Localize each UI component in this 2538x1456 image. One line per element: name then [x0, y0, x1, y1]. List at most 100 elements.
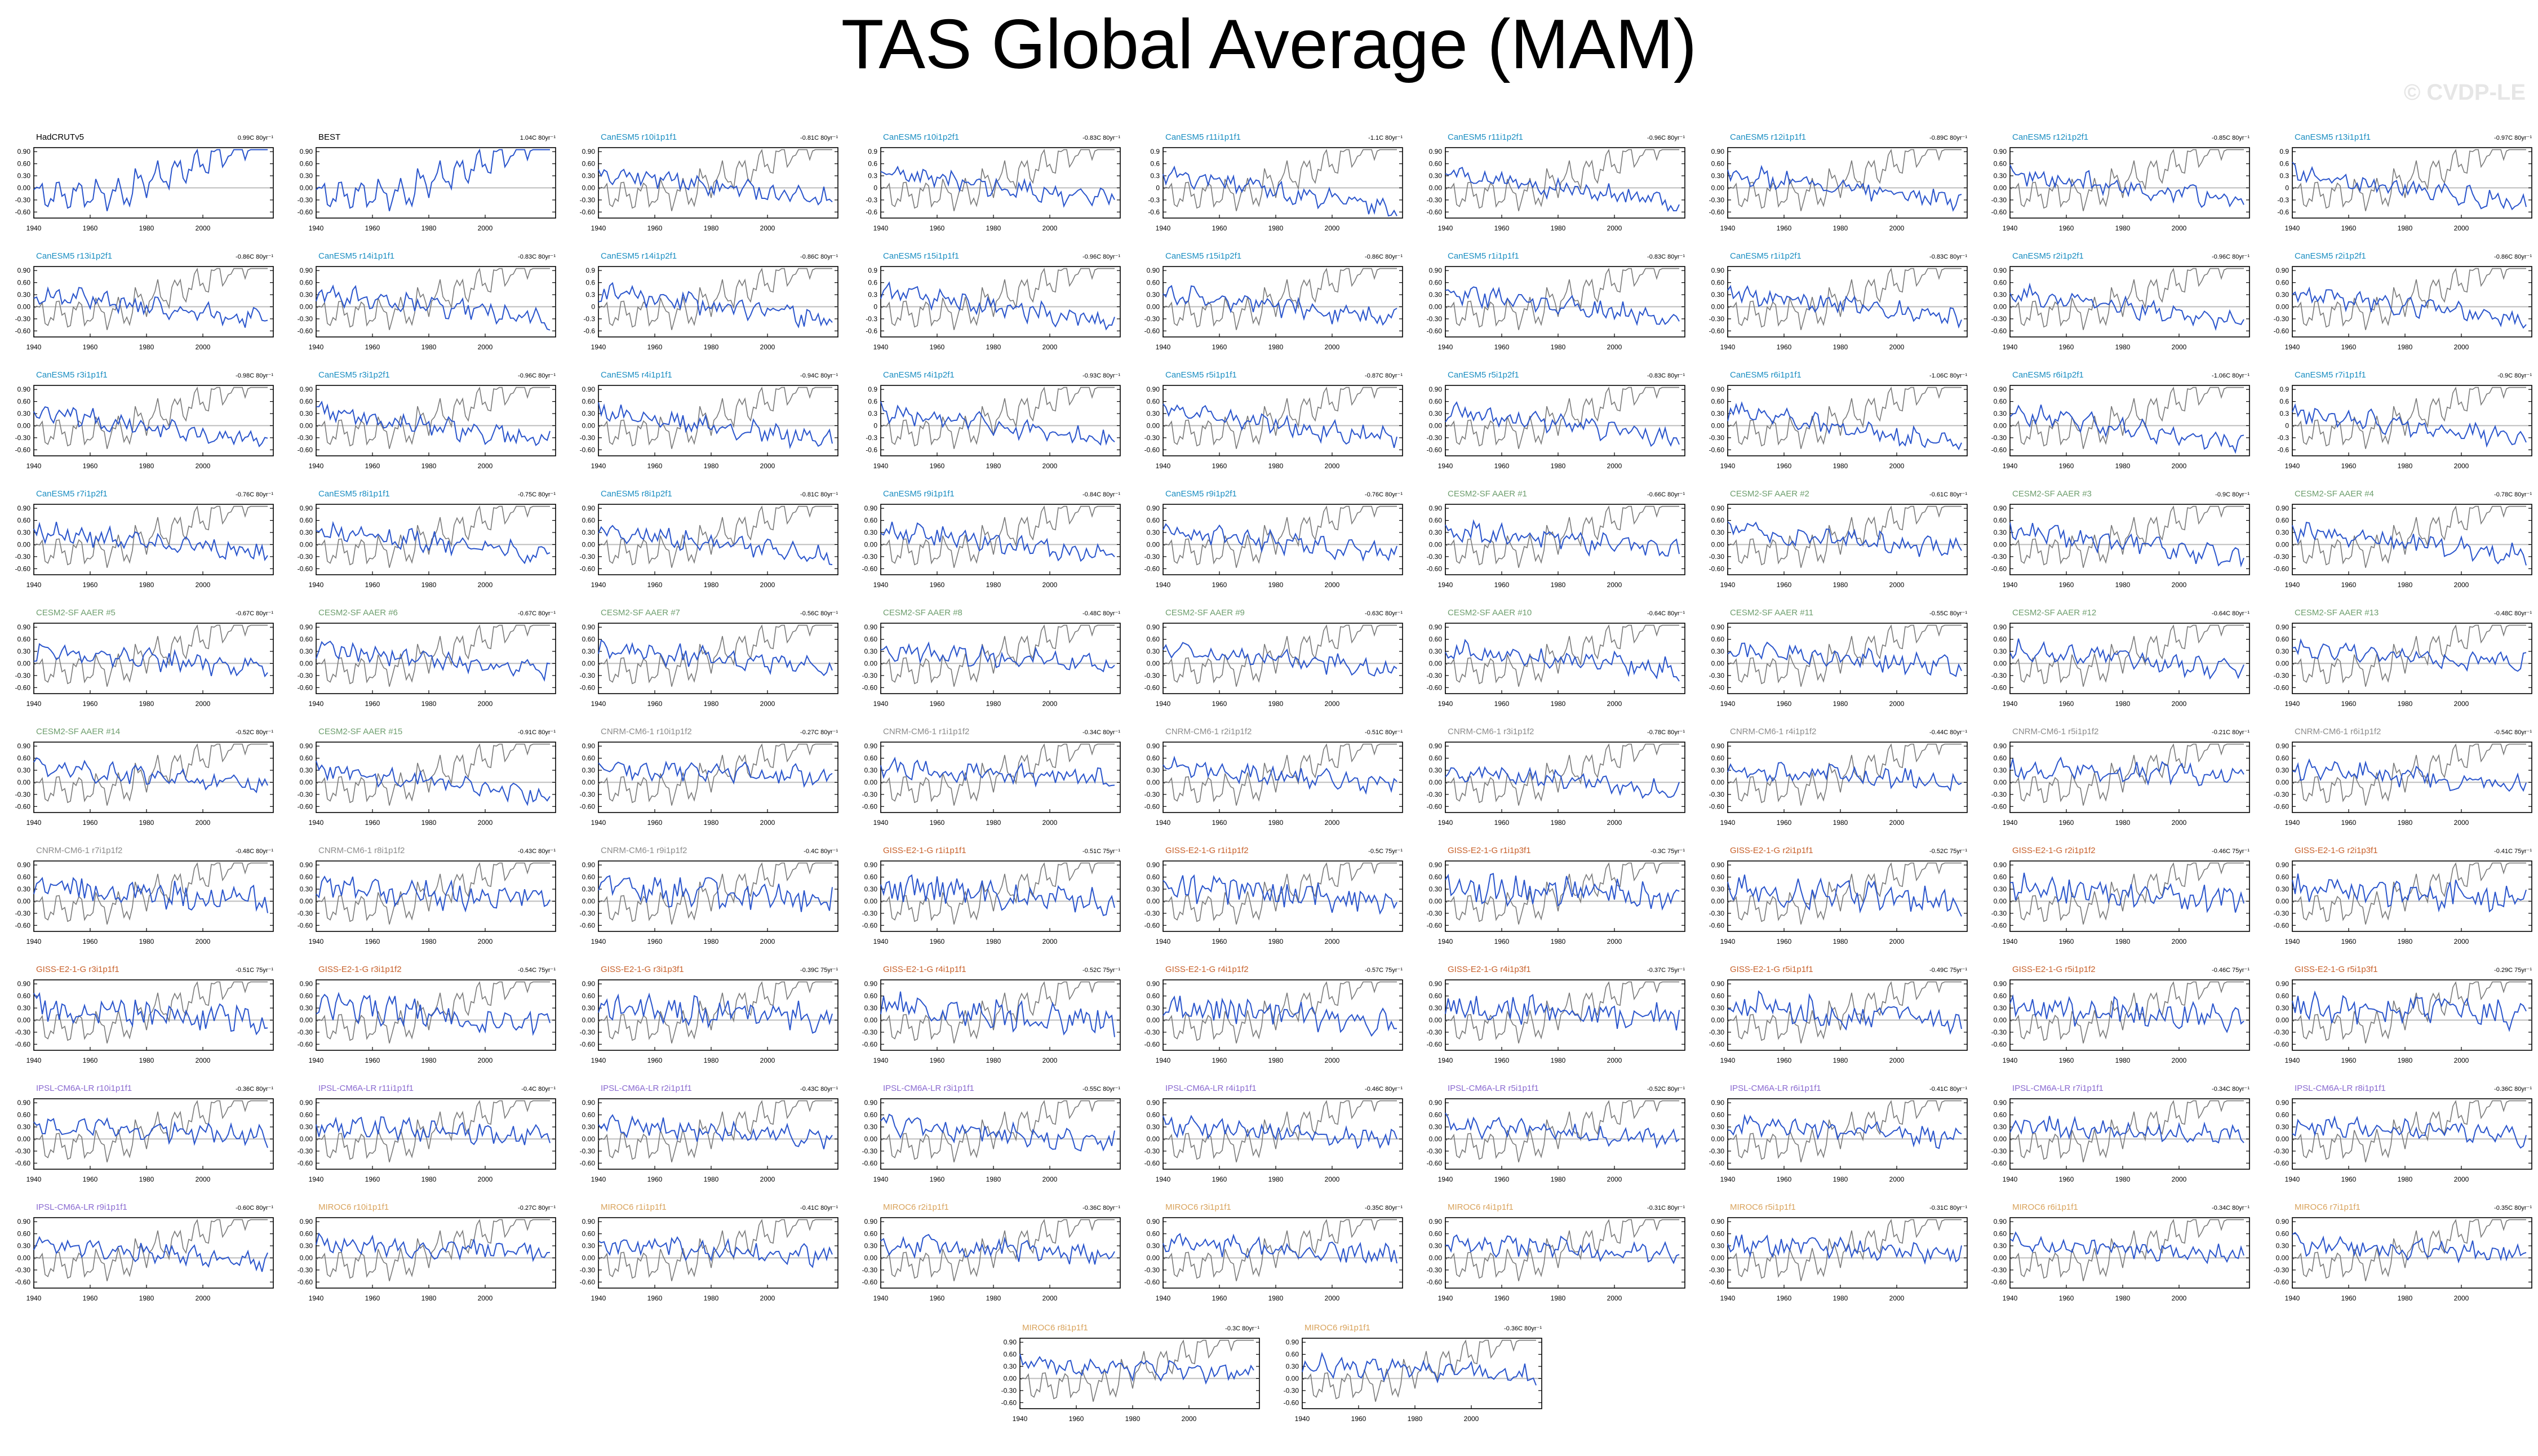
- y-tick-label: 0.90: [1994, 385, 2007, 393]
- panel: GISS-E2-1-G r5i1p1f1 -0.49C 75yr⁻¹ 0.90 0.6…: [1709, 965, 1968, 1064]
- panel: MIROC6 r8i1p1f1 -0.3C 80yr⁻¹ 0.90 0.60 0.30 0…: [1001, 1323, 1260, 1423]
- x-tick-label: 2000: [196, 462, 211, 470]
- panel-title: CESM2-SF AAER #5: [36, 608, 116, 618]
- x-tick-label: 2000: [2454, 1057, 2469, 1064]
- x-tick-label: 1980: [139, 462, 154, 470]
- x-tick-label: 1960: [365, 1294, 380, 1302]
- x-tick-label: 2000: [760, 938, 775, 945]
- x-tick-label: 2000: [1889, 224, 1905, 232]
- reference-line: [2009, 1099, 2244, 1162]
- panel-frame: [33, 742, 274, 813]
- panel-trend: -0.83C 80yr⁻¹: [1647, 372, 1685, 379]
- y-tick-label: 0.6: [868, 279, 877, 287]
- y-tick-label: 0.90: [582, 1218, 596, 1226]
- panel-title: IPSL-CM6A-LR r3i1p1f1: [883, 1084, 974, 1093]
- panel-frame: [880, 147, 1121, 219]
- y-tick-label: 0.90: [1004, 1338, 1017, 1346]
- x-tick-label: 1960: [365, 700, 380, 708]
- x-tick-label: 1940: [591, 819, 606, 827]
- x-tick-label: 2000: [1889, 343, 1905, 351]
- x-tick-label: 1980: [421, 938, 437, 945]
- panel: IPSL-CM6A-LR r10i1p1f1 -0.36C 80yr⁻¹ 0.90 0…: [15, 1084, 274, 1183]
- x-tick-label: 1960: [1777, 1175, 1792, 1183]
- y-tick-label: 0.90: [300, 1218, 313, 1226]
- x-tick-label: 1940: [591, 581, 606, 589]
- x-tick-label: 1940: [1720, 462, 1736, 470]
- panel-frame: [1445, 1217, 1685, 1289]
- x-tick-label: 1980: [2398, 819, 2413, 827]
- series-line: [880, 641, 1115, 673]
- panel-trend: -0.34C 80yr⁻¹: [2212, 1086, 2249, 1093]
- panel-trend: -0.9C 80yr⁻¹: [2497, 372, 2532, 379]
- panel-frame: [2009, 266, 2250, 338]
- x-tick-label: 1960: [2341, 462, 2357, 470]
- y-tick-label: 0.60: [1711, 1111, 1725, 1119]
- series-line: [1162, 874, 1397, 915]
- x-tick-label: 1940: [2285, 1057, 2300, 1064]
- x-tick-label: 1980: [2115, 343, 2131, 351]
- y-tick-label: 0.90: [1147, 385, 1160, 393]
- panel: GISS-E2-1-G r3i1p3f1 -0.39C 75yr⁻¹ 0.90 0.6…: [580, 965, 838, 1064]
- y-tick-label: 0.90: [864, 980, 878, 988]
- panel-frame: [33, 385, 274, 456]
- x-tick-label: 1960: [930, 700, 945, 708]
- x-tick-label: 2000: [196, 1175, 211, 1183]
- y-tick-label: 0.60: [17, 754, 31, 762]
- series-line: [2292, 1115, 2527, 1149]
- x-tick-label: 2000: [1607, 343, 1622, 351]
- panel-title: CanESM5 r15i1p2f1: [1165, 251, 1241, 261]
- reference-line: [33, 1218, 268, 1281]
- y-tick-label: 0.90: [1994, 742, 2007, 750]
- x-tick-label: 1980: [1833, 1057, 1848, 1064]
- panel-frame: [1727, 742, 1968, 813]
- series-line: [2009, 1116, 2244, 1144]
- series-line: [1727, 1113, 1962, 1149]
- x-tick-label: 1960: [83, 700, 98, 708]
- panel-title: CanESM5 r2i1p2f1: [2295, 251, 2366, 261]
- y-tick-label: -0.60: [2274, 1278, 2289, 1286]
- panel-title: MIROC6 r10i1p1f1: [318, 1202, 389, 1212]
- x-tick-label: 2000: [2454, 462, 2469, 470]
- y-tick-label: 0.60: [17, 873, 31, 881]
- panel-trend: -0.52C 80yr⁻¹: [236, 729, 273, 736]
- y-tick-label: 0.30: [1429, 172, 1443, 180]
- y-tick-label: 0.9: [1150, 148, 1160, 156]
- y-tick-label: 0.90: [17, 861, 31, 869]
- panel-title: CanESM5 r12i1p2f1: [2012, 132, 2088, 142]
- y-tick-label: 0.60: [1711, 398, 1725, 406]
- y-tick-label: 0.00: [1147, 1016, 1160, 1024]
- y-tick-label: 0.00: [1711, 184, 1725, 192]
- reference-line: [598, 624, 832, 687]
- reference-line: [316, 267, 550, 330]
- y-tick-label: 0.60: [300, 1111, 313, 1119]
- y-tick-label: 0.00: [1429, 184, 1443, 192]
- x-tick-label: 1960: [2059, 224, 2074, 232]
- y-tick-label: 0.60: [582, 754, 596, 762]
- x-tick-label: 1980: [139, 1294, 154, 1302]
- panel-title: CNRM-CM6-1 r8i1p1f2: [318, 846, 405, 855]
- panel: CanESM5 r3i1p1f1 -0.98C 80yr⁻¹ 0.90 0.60 0.3…: [15, 370, 274, 470]
- y-tick-label: 0.90: [17, 1218, 31, 1226]
- x-tick-label: 2000: [1607, 938, 1622, 945]
- x-tick-label: 1940: [2003, 819, 2018, 827]
- y-tick-label: 0.00: [2276, 1016, 2289, 1024]
- y-tick-label: 0.30: [300, 766, 313, 774]
- y-tick-label: 0.00: [2276, 1135, 2289, 1143]
- panel: CESM2-SF AAER #14 -0.52C 80yr⁻¹ 0.90 0.60 0.…: [15, 727, 274, 827]
- panel-title: CanESM5 r7i1p2f1: [36, 489, 108, 499]
- y-tick-label: 0.60: [1711, 873, 1725, 881]
- panel-title: CNRM-CM6-1 r2i1p1f2: [1165, 727, 1252, 736]
- panel-title: CanESM5 r13i1p2f1: [36, 251, 112, 261]
- series-line: [598, 282, 833, 329]
- y-tick-label: 0.90: [300, 980, 313, 988]
- y-tick-label: 0.00: [1147, 659, 1160, 667]
- panel-trend: -1.06C 80yr⁻¹: [2212, 372, 2249, 379]
- panel: CanESM5 r12i1p2f1 -0.85C 80yr⁻¹ 0.90 0.60 0.…: [1991, 132, 2250, 232]
- panel-title: GISS-E2-1-G r3i1p3f1: [601, 965, 684, 974]
- panel-trend: -0.78C 80yr⁻¹: [2494, 491, 2532, 498]
- panel-trend: -0.21C 80yr⁻¹: [2212, 729, 2249, 736]
- panel: CanESM5 r7i1p2f1 -0.76C 80yr⁻¹ 0.90 0.60 0.3…: [15, 489, 274, 589]
- y-tick-label: 0.90: [1429, 980, 1443, 988]
- y-tick-label: -0.30: [862, 553, 878, 561]
- y-tick-label: 0.90: [864, 623, 878, 631]
